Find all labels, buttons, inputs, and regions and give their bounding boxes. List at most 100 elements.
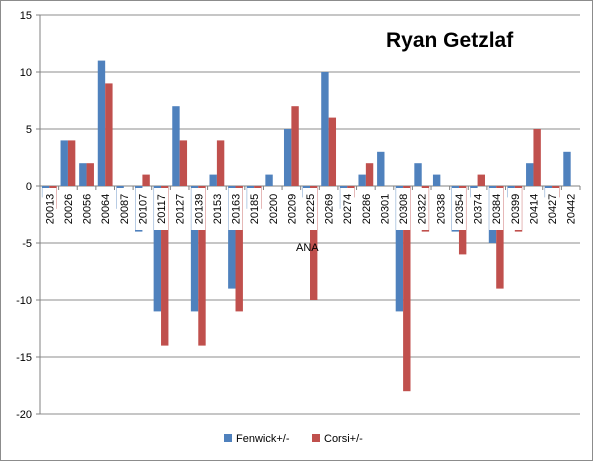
bar-fenwick — [265, 174, 273, 186]
bar-corsi — [235, 186, 243, 312]
legend-label: Corsi+/- — [324, 433, 363, 445]
category-label-background — [60, 188, 75, 230]
category-label-background — [303, 188, 317, 230]
category-label-background — [79, 188, 94, 230]
category-label: 20308 — [398, 194, 410, 225]
category-label: 20127 — [175, 194, 187, 225]
y-axis-ticks: -20 -15 -10 -5 0 5 10 15 — [16, 10, 40, 421]
category-label-background — [284, 188, 299, 230]
category-label-background — [209, 188, 224, 230]
category-label: 20117 — [156, 194, 168, 224]
bar-corsi — [161, 186, 169, 346]
legend-label: Fenwick+/- — [236, 433, 290, 445]
category-label: 20163 — [231, 194, 243, 225]
bar-corsi — [477, 174, 485, 186]
category-label-background — [340, 188, 355, 230]
category-label: 20269 — [324, 194, 336, 225]
bar-corsi — [291, 106, 299, 186]
bar-fenwick — [209, 174, 217, 186]
bar-corsi — [533, 129, 541, 186]
y-tick-label: 15 — [20, 10, 32, 22]
bar-corsi — [496, 186, 504, 289]
category-label-background — [433, 188, 448, 230]
category-label: 20056 — [82, 194, 94, 225]
bar-corsi — [105, 83, 113, 186]
bar-fenwick — [153, 186, 162, 312]
category-labels: 20013 20026 20056 20064 20087 20107 20117 20127… — [39, 186, 581, 230]
category-label-background — [154, 188, 169, 230]
bar-fenwick — [432, 174, 441, 186]
category-label: 20087 — [119, 194, 131, 225]
category-label: 20442 — [566, 194, 578, 225]
bar-corsi — [142, 174, 150, 186]
category-label: 20139 — [193, 194, 205, 225]
category-label-background — [42, 188, 57, 230]
bar-fenwick — [228, 186, 236, 289]
bar-corsi — [67, 140, 76, 186]
bar-fenwick — [414, 163, 422, 186]
bar-corsi — [403, 186, 411, 392]
chart-title: Ryan Getzlaf — [386, 29, 514, 52]
bar-corsi — [328, 117, 337, 186]
category-label-background — [191, 188, 206, 230]
bar-fenwick — [321, 72, 329, 186]
category-label-background — [116, 188, 131, 230]
category-label-background — [358, 188, 373, 230]
bar-fenwick — [172, 106, 180, 186]
category-label: 20286 — [361, 194, 373, 225]
bar-fenwick — [60, 140, 68, 186]
bar-fenwick — [190, 186, 199, 312]
category-label: 20354 — [454, 194, 466, 225]
bar-fenwick — [563, 151, 571, 186]
category-label-background — [228, 188, 243, 230]
annotation-label: ANA — [296, 242, 319, 254]
category-label: 20427 — [547, 194, 559, 225]
category-label: 20026 — [63, 194, 75, 225]
y-tick-label: 5 — [26, 124, 32, 136]
category-label-background — [135, 188, 150, 230]
category-label-background — [247, 188, 262, 230]
category-label-background — [507, 188, 522, 230]
category-label: 20225 — [305, 194, 317, 225]
bar-corsi — [198, 186, 206, 346]
y-tick-label: -15 — [16, 352, 32, 364]
bar-corsi — [310, 186, 318, 300]
bar-fenwick — [526, 163, 534, 186]
category-label: 20209 — [286, 194, 298, 225]
category-label-background — [526, 188, 541, 230]
category-label-background — [489, 188, 504, 230]
category-label-background — [470, 188, 485, 230]
bar-fenwick — [283, 129, 292, 186]
y-tick-label: 0 — [26, 181, 32, 193]
category-label-background — [377, 188, 392, 230]
category-label: 20414 — [528, 194, 540, 225]
category-label: 20153 — [212, 194, 224, 225]
bar-fenwick — [97, 60, 106, 186]
category-label: 20200 — [268, 194, 280, 225]
y-tick-label: -5 — [22, 238, 32, 250]
category-label: 20322 — [417, 194, 429, 225]
category-label: 20064 — [100, 194, 112, 225]
legend-swatch — [224, 434, 232, 442]
y-tick-label: -10 — [16, 295, 32, 307]
category-label-background — [172, 188, 187, 230]
bar-corsi — [365, 163, 374, 186]
category-label: 20384 — [491, 194, 503, 225]
category-label: 20301 — [379, 194, 391, 225]
bar-corsi — [216, 140, 225, 186]
category-label: 20185 — [249, 194, 261, 225]
category-label-background — [414, 188, 429, 230]
category-label-background — [545, 188, 560, 230]
category-label: 20338 — [435, 194, 447, 225]
y-tick-label: -20 — [16, 409, 32, 421]
category-label-background — [451, 188, 466, 230]
bar-fenwick — [395, 186, 404, 312]
category-label-background — [396, 188, 411, 230]
category-label-background — [265, 188, 280, 230]
bar-corsi — [179, 140, 188, 186]
bar-corsi — [86, 163, 94, 186]
legend-swatch — [312, 434, 320, 442]
bar-fenwick — [79, 163, 87, 186]
category-label: 20274 — [342, 194, 354, 225]
